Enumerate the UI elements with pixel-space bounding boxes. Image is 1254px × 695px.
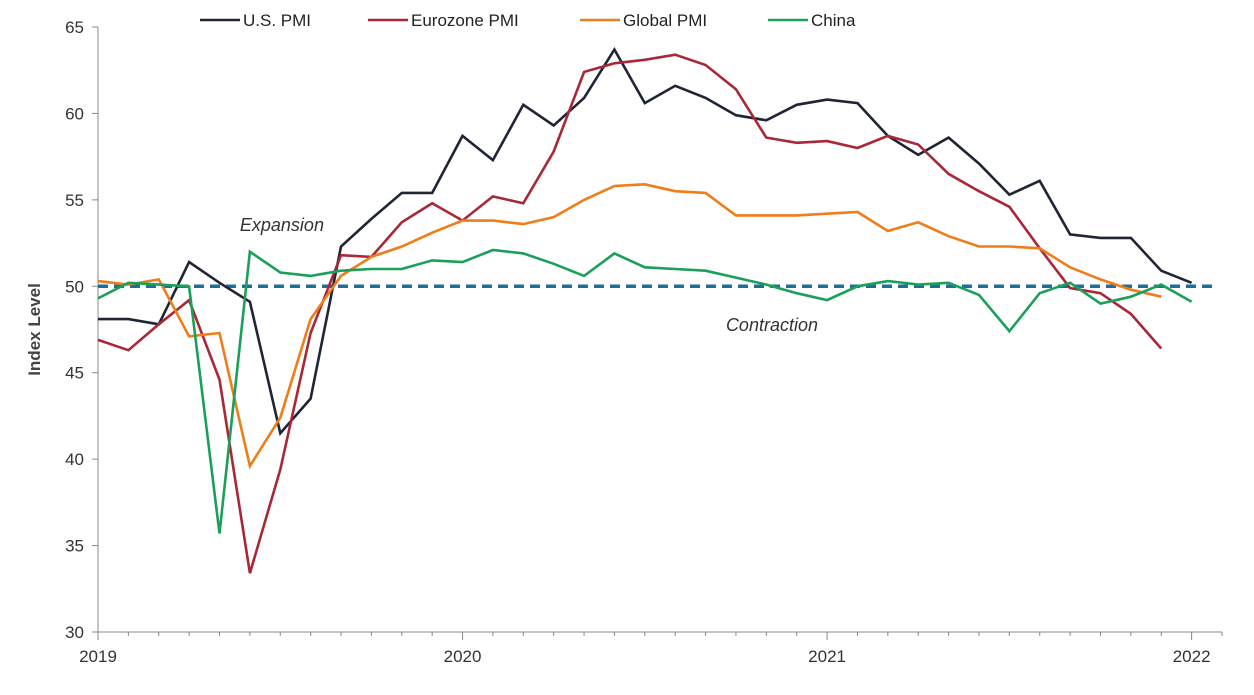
y-tick-label: 65 <box>65 18 84 37</box>
legend-label-eurozone-pmi: Eurozone PMI <box>411 11 519 30</box>
legend-label-u-s-pmi: U.S. PMI <box>243 11 311 30</box>
y-tick-label: 30 <box>65 623 84 642</box>
y-tick-label: 45 <box>65 364 84 383</box>
y-tick-label: 60 <box>65 104 84 123</box>
y-axis-label: Index Level <box>25 283 44 376</box>
series-line-eurozone-pmi <box>97 53 1163 574</box>
x-tick-label: 2020 <box>444 647 482 666</box>
x-tick-label: 2019 <box>79 647 117 666</box>
series-line-global-pmi <box>97 182 1162 470</box>
y-axis: 30 35 40 45 50 55 60 65 <box>65 18 99 642</box>
legend-label-china: China <box>811 11 856 30</box>
x-axis: 2019 2020 2021 2022 <box>79 631 1223 666</box>
x-tick-label: 2021 <box>808 647 846 666</box>
y-tick-label: 55 <box>65 191 84 210</box>
series-line-china <box>97 248 1193 534</box>
series-line-u-s-pmi <box>98 46 1193 436</box>
series-group <box>97 46 1193 574</box>
y-tick-label: 35 <box>65 537 84 556</box>
legend: U.S. PMI Eurozone PMI Global PMI China <box>200 11 856 30</box>
y-tick-label: 40 <box>65 450 84 469</box>
legend-label-global-pmi: Global PMI <box>623 11 707 30</box>
x-tick-label: 2022 <box>1173 647 1211 666</box>
annotations: Expansion Contraction <box>240 215 818 335</box>
annotation-expansion: Expansion <box>240 215 324 235</box>
annotation-contraction: Contraction <box>726 315 818 335</box>
y-tick-label: 50 <box>65 277 84 296</box>
